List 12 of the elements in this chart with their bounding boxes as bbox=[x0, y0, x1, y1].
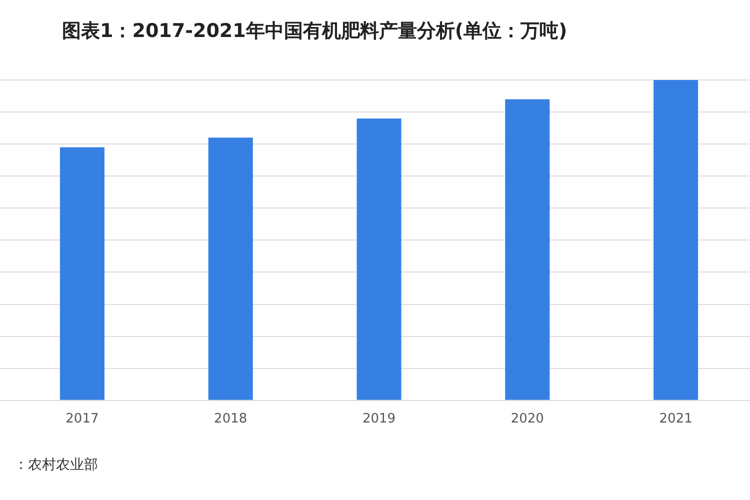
x-tick-label: 2021 bbox=[659, 412, 692, 427]
x-tick-label: 2019 bbox=[362, 412, 396, 427]
x-tick-label: 2020 bbox=[510, 412, 544, 427]
x-tick-label: 2018 bbox=[214, 412, 248, 427]
bar bbox=[60, 147, 104, 400]
x-tick-label: 2017 bbox=[66, 412, 99, 427]
chart-title: 图表1：2017-2021年中国有机肥料产量分析(单位：万吨) bbox=[62, 19, 568, 44]
bar bbox=[356, 118, 402, 400]
bar bbox=[505, 99, 550, 400]
bar bbox=[208, 138, 253, 400]
bar bbox=[654, 80, 698, 400]
text: ：农村农业部 bbox=[14, 456, 98, 474]
